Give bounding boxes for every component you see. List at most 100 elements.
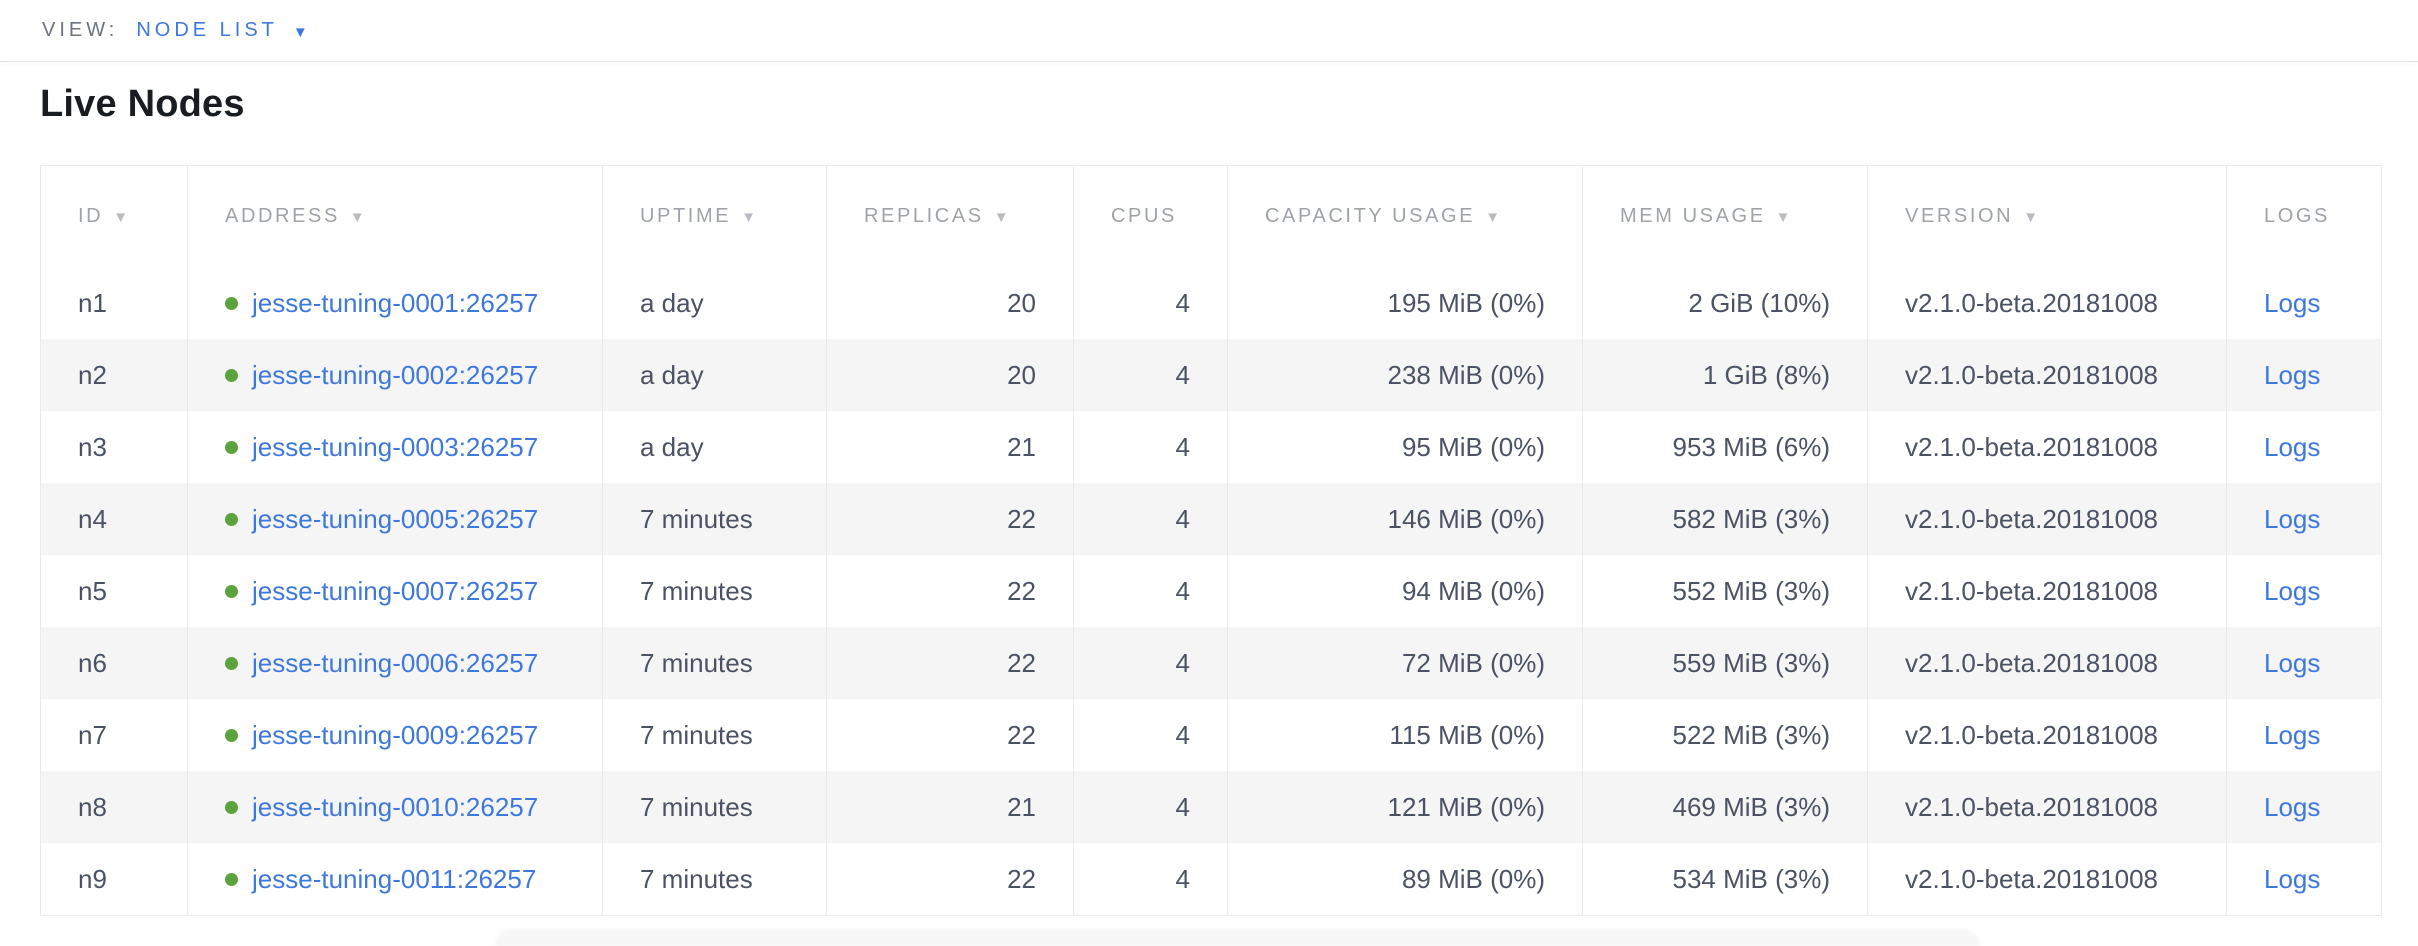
address-cell: jesse-tuning-0003:26257 bbox=[187, 411, 602, 483]
mem-usage-cell: 522 MiB (3%) bbox=[1582, 699, 1867, 771]
column-header[interactable]: REPLICAS ▼ bbox=[826, 166, 1073, 267]
version-cell: v2.1.0-beta.20181008 bbox=[1867, 411, 2226, 483]
capacity-usage-value: 94 MiB (0%) bbox=[1401, 575, 1545, 606]
mem-usage-value: 534 MiB (3%) bbox=[1672, 863, 1831, 894]
logs-link[interactable]: Logs bbox=[2264, 503, 2321, 534]
capacity-usage-cell: 89 MiB (0%) bbox=[1227, 843, 1582, 915]
logs-link[interactable]: Logs bbox=[2264, 359, 2321, 390]
column-header-label: VERSION bbox=[1905, 205, 2014, 227]
replicas-cell: 20 bbox=[826, 339, 1073, 411]
replicas-value: 22 bbox=[1007, 647, 1036, 678]
capacity-usage-cell: 95 MiB (0%) bbox=[1227, 411, 1582, 483]
node-id: n8 bbox=[78, 791, 107, 822]
logs-link[interactable]: Logs bbox=[2264, 431, 2321, 462]
sort-arrow-icon: ▼ bbox=[2023, 209, 2041, 226]
address-link[interactable]: jesse-tuning-0003:26257 bbox=[252, 431, 539, 462]
node-id: n7 bbox=[78, 719, 107, 750]
address-link[interactable]: jesse-tuning-0006:26257 bbox=[252, 647, 539, 678]
sort-arrow-icon: ▼ bbox=[113, 209, 131, 226]
capacity-usage-cell: 146 MiB (0%) bbox=[1227, 483, 1582, 555]
replicas-cell: 20 bbox=[826, 267, 1073, 339]
cpus-cell: 4 bbox=[1073, 339, 1227, 411]
address-link[interactable]: jesse-tuning-0011:26257 bbox=[252, 863, 537, 894]
node-id: n6 bbox=[78, 647, 107, 678]
version-cell: v2.1.0-beta.20181008 bbox=[1867, 843, 2226, 915]
bottom-panel-edge bbox=[495, 929, 1980, 946]
cpus-value: 4 bbox=[1175, 287, 1190, 318]
column-header[interactable]: ID ▼ bbox=[41, 166, 187, 267]
address-link[interactable]: jesse-tuning-0005:26257 bbox=[252, 503, 539, 534]
node-id: n1 bbox=[78, 287, 107, 318]
address-link[interactable]: jesse-tuning-0001:26257 bbox=[252, 287, 539, 318]
table-body: n1 jesse-tuning-0001:26257 a day 20 4 bbox=[41, 267, 2381, 915]
capacity-usage-cell: 238 MiB (0%) bbox=[1227, 339, 1582, 411]
logs-cell: Logs bbox=[2226, 699, 2381, 771]
logs-cell: Logs bbox=[2226, 483, 2381, 555]
logs-link[interactable]: Logs bbox=[2264, 647, 2321, 678]
logs-cell: Logs bbox=[2226, 771, 2381, 843]
cpus-cell: 4 bbox=[1073, 555, 1227, 627]
replicas-value: 22 bbox=[1007, 503, 1036, 534]
cpus-cell: 4 bbox=[1073, 483, 1227, 555]
uptime-value: 7 minutes bbox=[640, 719, 753, 750]
table-row: n4 jesse-tuning-0005:26257 7 minutes 22 … bbox=[41, 483, 2381, 555]
version-value: v2.1.0-beta.20181008 bbox=[1905, 719, 2158, 750]
logs-link[interactable]: Logs bbox=[2264, 287, 2321, 318]
logs-link[interactable]: Logs bbox=[2264, 791, 2321, 822]
capacity-usage-value: 95 MiB (0%) bbox=[1401, 431, 1545, 462]
sort-arrow-icon: ▼ bbox=[993, 209, 1012, 226]
live-nodes-table: ID ▼ ADDRESS ▼ UPTIME ▼ REPLICAS ▼ bbox=[40, 165, 2382, 916]
mem-usage-value: 1 GiB (8%) bbox=[1702, 359, 1830, 390]
table-row: n7 jesse-tuning-0009:26257 7 minutes 22 … bbox=[41, 699, 2381, 771]
cpus-cell: 4 bbox=[1073, 771, 1227, 843]
mem-usage-value: 953 MiB (6%) bbox=[1672, 431, 1831, 462]
uptime-cell: a day bbox=[602, 339, 826, 411]
column-header[interactable]: MEM USAGE ▼ bbox=[1582, 166, 1867, 267]
uptime-cell: a day bbox=[602, 267, 826, 339]
address-cell: jesse-tuning-0006:26257 bbox=[187, 627, 602, 699]
version-cell: v2.1.0-beta.20181008 bbox=[1867, 771, 2226, 843]
column-header[interactable]: VERSION ▼ bbox=[1867, 166, 2226, 267]
column-header-label: LOGS bbox=[2264, 205, 2330, 227]
version-value: v2.1.0-beta.20181008 bbox=[1905, 863, 2158, 894]
live-status-dot-icon bbox=[225, 296, 238, 310]
replicas-cell: 21 bbox=[826, 411, 1073, 483]
mem-usage-cell: 953 MiB (6%) bbox=[1582, 411, 1867, 483]
capacity-usage-value: 89 MiB (0%) bbox=[1401, 863, 1545, 894]
version-value: v2.1.0-beta.20181008 bbox=[1905, 575, 2158, 606]
column-header-label: CPUS bbox=[1111, 205, 1177, 227]
capacity-usage-cell: 121 MiB (0%) bbox=[1227, 771, 1582, 843]
mem-usage-cell: 1 GiB (8%) bbox=[1582, 339, 1867, 411]
cpus-cell: 4 bbox=[1073, 411, 1227, 483]
address-cell: jesse-tuning-0011:26257 bbox=[187, 843, 602, 915]
column-header[interactable]: UPTIME ▼ bbox=[602, 166, 826, 267]
cpus-value: 4 bbox=[1175, 503, 1190, 534]
uptime-cell: 7 minutes bbox=[602, 771, 826, 843]
address-link[interactable]: jesse-tuning-0010:26257 bbox=[252, 791, 539, 822]
replicas-cell: 22 bbox=[826, 555, 1073, 627]
address-link[interactable]: jesse-tuning-0002:26257 bbox=[252, 359, 539, 390]
logs-link[interactable]: Logs bbox=[2264, 719, 2321, 750]
column-header-label: REPLICAS bbox=[864, 205, 984, 227]
address-link[interactable]: jesse-tuning-0007:26257 bbox=[252, 575, 539, 606]
table-row: n3 jesse-tuning-0003:26257 a day 21 4 bbox=[41, 411, 2381, 483]
node-id: n2 bbox=[78, 359, 107, 390]
live-status-dot-icon bbox=[225, 584, 238, 598]
replicas-value: 22 bbox=[1007, 863, 1036, 894]
uptime-value: 7 minutes bbox=[640, 791, 753, 822]
mem-usage-value: 522 MiB (3%) bbox=[1672, 719, 1831, 750]
view-dropdown[interactable]: NODE LIST ▼ bbox=[136, 19, 307, 42]
mem-usage-value: 559 MiB (3%) bbox=[1672, 647, 1831, 678]
uptime-cell: 7 minutes bbox=[602, 483, 826, 555]
address-link[interactable]: jesse-tuning-0009:26257 bbox=[252, 719, 539, 750]
version-cell: v2.1.0-beta.20181008 bbox=[1867, 699, 2226, 771]
node-id-cell: n1 bbox=[41, 267, 187, 339]
replicas-value: 22 bbox=[1007, 719, 1036, 750]
logs-link[interactable]: Logs bbox=[2264, 863, 2321, 894]
live-status-dot-icon bbox=[225, 728, 238, 742]
column-header-label: ID bbox=[78, 205, 104, 227]
logs-link[interactable]: Logs bbox=[2264, 575, 2321, 606]
column-header[interactable]: ADDRESS ▼ bbox=[187, 166, 602, 267]
column-header-label: UPTIME bbox=[640, 205, 732, 227]
column-header[interactable]: CAPACITY USAGE ▼ bbox=[1227, 166, 1582, 267]
